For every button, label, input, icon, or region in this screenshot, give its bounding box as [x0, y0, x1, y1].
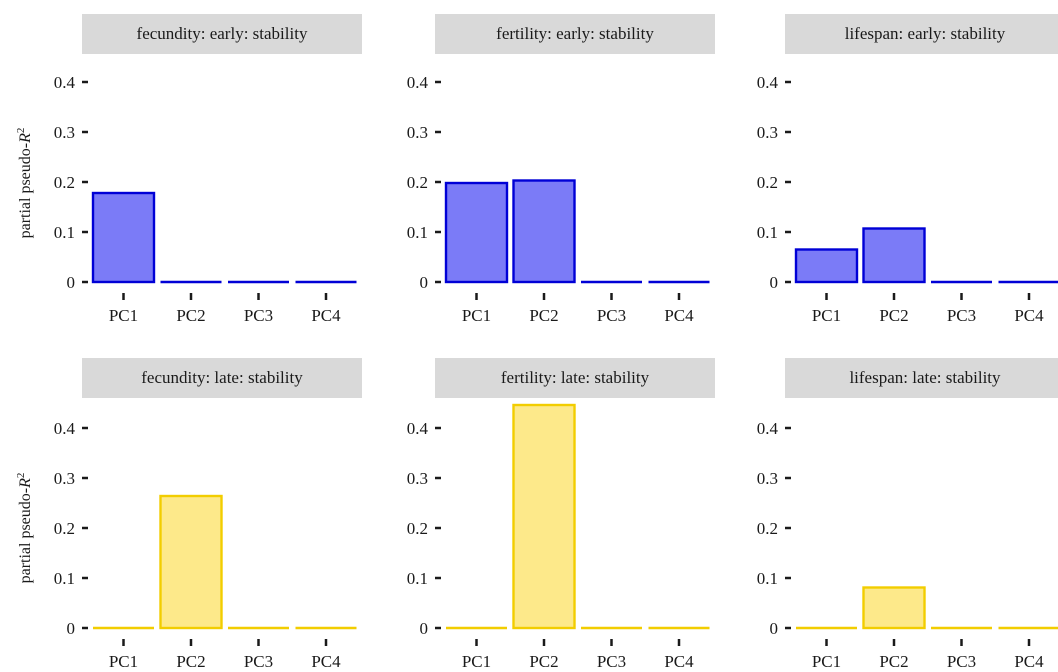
y-tick-label: 0.2 [54, 519, 75, 538]
x-tick-label: PC4 [1014, 306, 1044, 325]
facet-strip [82, 14, 362, 54]
x-tick-label: PC3 [947, 652, 976, 671]
facet-strip [435, 14, 715, 54]
facet-strip [785, 358, 1058, 398]
y-axis-label-row-1: partial pseudo-R2 [15, 128, 34, 239]
y-tick-label: 0.4 [407, 73, 429, 92]
y-tick-label: 0.3 [407, 469, 428, 488]
y-tick-label: 0.2 [757, 519, 778, 538]
y-tick-label: 0 [770, 619, 779, 638]
x-tick-label: PC1 [462, 306, 491, 325]
y-axis-label-exponent: 2 [15, 128, 27, 134]
y-tick-label: 0.3 [757, 123, 778, 142]
bar [512, 403, 576, 630]
bar [91, 191, 156, 284]
facet-panel: fecundity: late: stability 0 0.1 0.2 0.3 0.4 P… [54, 358, 362, 671]
y-tick-label: 0.4 [54, 419, 76, 438]
facet-strip-title: fecundity: early: stability [137, 24, 308, 43]
facet-strip [82, 358, 362, 398]
y-tick-label: 0.4 [757, 73, 779, 92]
y-axis-label-exponent: 2 [15, 473, 27, 479]
facet-panels: fecundity: early: stability 0 0.1 0.2 0.3 0.4… [54, 14, 1058, 671]
y-tick-label: 0 [67, 273, 76, 292]
x-tick-label: PC2 [879, 306, 908, 325]
y-tick-label: 0.1 [757, 569, 778, 588]
y-tick-label: 0.1 [54, 223, 75, 242]
x-tick-label: PC1 [109, 306, 138, 325]
y-tick-label: 0.2 [407, 519, 428, 538]
y-tick-label: 0.2 [54, 173, 75, 192]
y-tick-label: 0 [420, 619, 429, 638]
x-tick-label: PC3 [244, 306, 273, 325]
bar [444, 181, 509, 284]
x-tick-label: PC2 [176, 306, 205, 325]
y-tick-label: 0 [420, 273, 429, 292]
y-tick-label: 0.4 [757, 419, 779, 438]
x-tick-label: PC2 [529, 306, 558, 325]
facet-strip-title: fecundity: late: stability [141, 368, 303, 387]
y-axis-label-prefix: partial pseudo- [17, 143, 34, 239]
x-tick-label: PC1 [462, 652, 491, 671]
facet-strip-title: fertility: early: stability [496, 24, 654, 43]
x-tick-label: PC1 [812, 652, 841, 671]
facet-panel: fecundity: early: stability 0 0.1 0.2 0.3 0.4… [54, 14, 362, 325]
bar [512, 179, 576, 284]
x-tick-label: PC4 [664, 652, 694, 671]
y-tick-label: 0.4 [54, 73, 76, 92]
y-tick-label: 0.1 [407, 569, 428, 588]
y-tick-label: 0.1 [407, 223, 428, 242]
facet-strip-title: lifespan: early: stability [845, 24, 1006, 43]
y-tick-label: 0.4 [407, 419, 429, 438]
facet-panel: fertility: early: stability 0 0.1 0.2 0.3 0.4… [407, 14, 715, 325]
y-axis-label-symbol: R [17, 133, 34, 144]
facet-panel: fertility: late: stability 0 0.1 0.2 0.3 0.4 P… [407, 358, 715, 671]
bar [159, 494, 223, 630]
x-tick-label: PC2 [529, 652, 558, 671]
x-tick-label: PC1 [109, 652, 138, 671]
bar [862, 227, 926, 284]
x-tick-label: PC1 [812, 306, 841, 325]
y-tick-label: 0.2 [757, 173, 778, 192]
facet-strip-title: fertility: late: stability [501, 368, 650, 387]
facet-strip-title: lifespan: late: stability [849, 368, 1001, 387]
y-tick-label: 0.3 [54, 469, 75, 488]
facet-panel: lifespan: early: stability 0 0.1 0.2 0.3 0.4 P… [757, 14, 1058, 325]
x-tick-label: PC3 [597, 652, 626, 671]
bar [862, 586, 926, 630]
x-tick-label: PC3 [244, 652, 273, 671]
y-tick-label: 0.1 [757, 223, 778, 242]
y-tick-label: 0 [67, 619, 76, 638]
facet-panel: lifespan: late: stability 0 0.1 0.2 0.3 0.4 PC… [757, 358, 1058, 671]
y-axis-label-symbol: R [17, 478, 34, 489]
y-tick-label: 0.2 [407, 173, 428, 192]
x-tick-label: PC3 [947, 306, 976, 325]
x-tick-label: PC4 [311, 306, 341, 325]
y-tick-label: 0 [770, 273, 779, 292]
bar [794, 248, 859, 284]
y-axis-label-prefix: partial pseudo- [17, 488, 34, 584]
facet-strip [435, 358, 715, 398]
facet-strip [785, 14, 1058, 54]
y-tick-label: 0.3 [407, 123, 428, 142]
x-tick-label: PC4 [1014, 652, 1044, 671]
x-tick-label: PC3 [597, 306, 626, 325]
y-axis-label-row-2: partial pseudo-R2 [15, 473, 34, 584]
y-tick-label: 0.3 [757, 469, 778, 488]
x-tick-label: PC4 [311, 652, 341, 671]
x-tick-label: PC4 [664, 306, 694, 325]
y-tick-label: 0.1 [54, 569, 75, 588]
y-tick-label: 0.3 [54, 123, 75, 142]
x-tick-label: PC2 [176, 652, 205, 671]
x-tick-label: PC2 [879, 652, 908, 671]
